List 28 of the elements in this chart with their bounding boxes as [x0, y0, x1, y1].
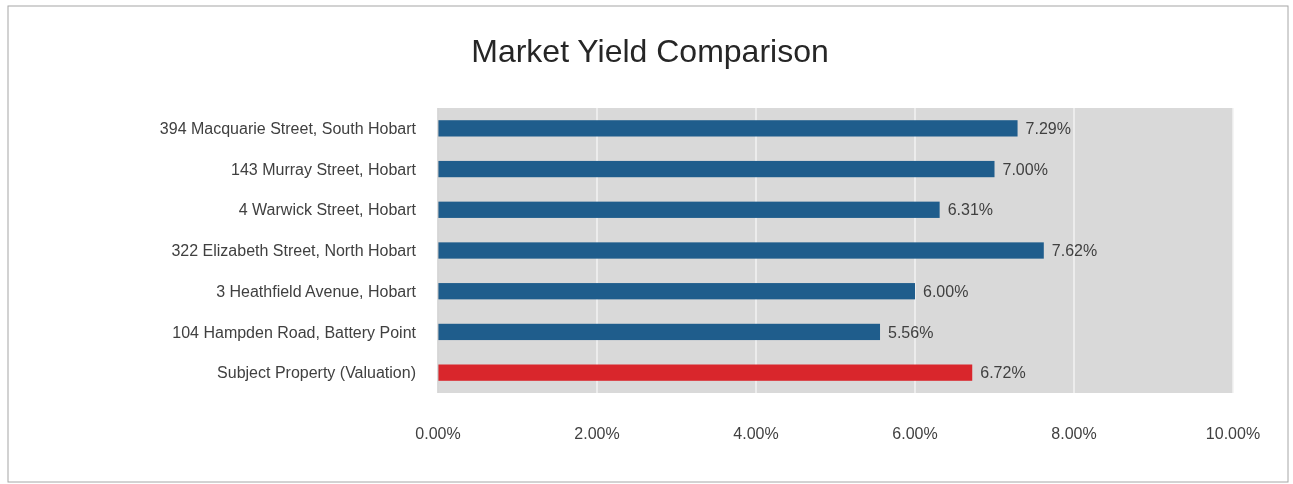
- y-tick-label: 322 Elizabeth Street, North Hobart: [171, 242, 417, 260]
- y-tick-label: 394 Macquarie Street, South Hobart: [159, 119, 417, 137]
- data-label: 7.00%: [1002, 160, 1048, 178]
- bar: [438, 160, 995, 178]
- bar: [438, 201, 940, 218]
- y-tick-label: 4 Warwick Street, Hobart: [238, 201, 417, 219]
- bar: [438, 120, 1018, 137]
- bar: [438, 323, 881, 341]
- y-tick-label: 3 Heathfield Avenue, Hobart: [216, 282, 417, 300]
- data-label: 6.00%: [923, 282, 969, 300]
- data-label: 6.31%: [947, 201, 994, 219]
- y-tick-label: 143 Murray Street, Hobart: [231, 160, 417, 178]
- x-tick-label: 6.00%: [892, 425, 938, 442]
- x-tick-label: 0.00%: [415, 425, 461, 442]
- y-tick-label: 104 Hampden Road, Battery Point: [172, 323, 417, 341]
- data-label: 6.72%: [980, 364, 1026, 382]
- x-tick-label: 4.00%: [733, 425, 779, 442]
- data-label: 7.29%: [1025, 119, 1071, 137]
- data-label: 7.62%: [1051, 242, 1098, 260]
- bar: [438, 242, 1044, 259]
- bar: [438, 364, 973, 381]
- data-label: 5.56%: [888, 323, 934, 341]
- x-tick-label: 8.00%: [1051, 425, 1097, 442]
- x-tick-label: 2.00%: [574, 425, 620, 442]
- chart-title: Market Yield Comparison: [471, 33, 829, 69]
- bar: [438, 283, 915, 300]
- x-tick-label: 10.00%: [1205, 425, 1261, 442]
- y-tick-label: Subject Property (Valuation): [217, 364, 416, 382]
